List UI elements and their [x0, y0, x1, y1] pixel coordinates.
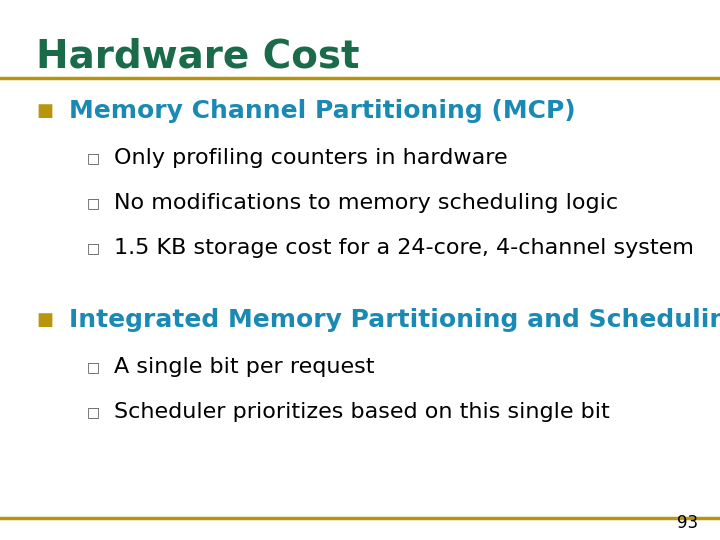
Text: □: □	[86, 151, 99, 165]
Text: ■: ■	[36, 102, 53, 120]
Text: No modifications to memory scheduling logic: No modifications to memory scheduling lo…	[114, 193, 618, 213]
Text: □: □	[86, 196, 99, 210]
Text: Scheduler prioritizes based on this single bit: Scheduler prioritizes based on this sing…	[114, 402, 610, 422]
Text: □: □	[86, 360, 99, 374]
Text: □: □	[86, 241, 99, 255]
Text: □: □	[86, 405, 99, 419]
Text: 1.5 KB storage cost for a 24-core, 4-channel system: 1.5 KB storage cost for a 24-core, 4-cha…	[114, 238, 693, 258]
Text: Integrated Memory Partitioning and Scheduling (IMPS): Integrated Memory Partitioning and Sched…	[69, 308, 720, 332]
Text: 93: 93	[678, 514, 698, 532]
Text: ■: ■	[36, 310, 53, 329]
Text: A single bit per request: A single bit per request	[114, 357, 374, 377]
Text: Hardware Cost: Hardware Cost	[36, 38, 359, 76]
Text: Only profiling counters in hardware: Only profiling counters in hardware	[114, 148, 508, 168]
Text: Memory Channel Partitioning (MCP): Memory Channel Partitioning (MCP)	[69, 99, 576, 123]
